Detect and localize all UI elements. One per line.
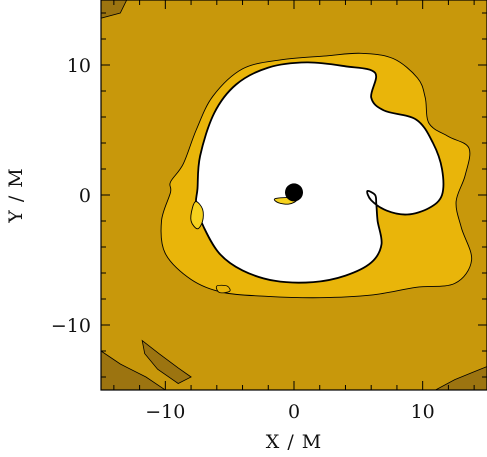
bottom-left-patch (101, 350, 167, 390)
x-tick-label: −10 (145, 401, 185, 423)
small-oval-contour (215, 284, 231, 294)
x-tick-label: 10 (411, 401, 435, 423)
x-tick-label: 0 (288, 401, 300, 423)
y-tick-label: 0 (79, 185, 91, 207)
plot-area (101, 0, 487, 390)
y-axis-title: Y / M (5, 167, 27, 223)
bottom-patch-2 (141, 339, 192, 384)
left-blob-contour (190, 201, 204, 230)
y-tick-label: 10 (67, 55, 91, 77)
inner-region-contour (194, 61, 445, 284)
y-tick-label: −10 (51, 315, 91, 337)
bottom-right-patch (435, 366, 487, 390)
tick-labels: −10 0 10 −10 0 10 (51, 55, 435, 423)
axes (100, 0, 487, 391)
black-hole-marker (284, 183, 304, 202)
x-axis-title: X / M (266, 431, 322, 453)
top-left-patch (101, 0, 128, 19)
